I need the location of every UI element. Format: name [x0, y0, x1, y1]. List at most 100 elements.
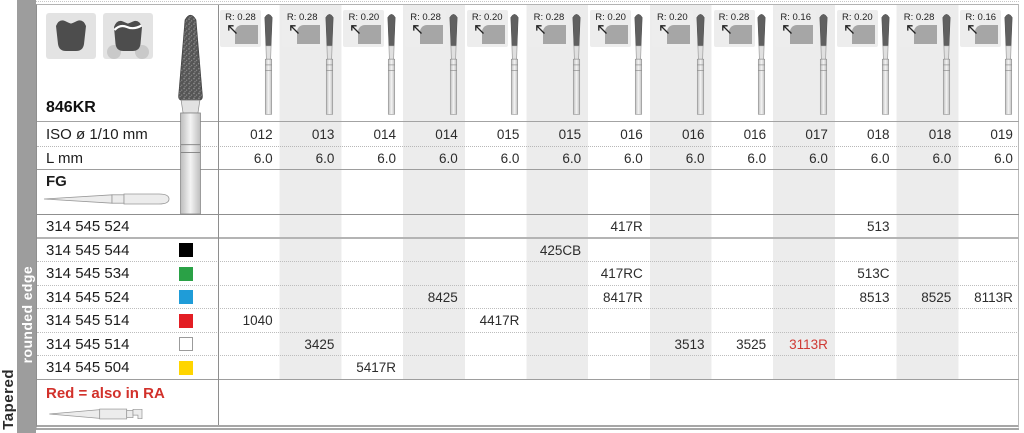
table-cell	[712, 215, 774, 237]
rounded-corner-icon	[913, 25, 937, 44]
table-cell	[280, 262, 342, 285]
bur-column: R: 0.28	[526, 5, 588, 121]
bur-icon	[264, 13, 273, 115]
table-cell: 5417R	[356, 360, 397, 375]
order-values: 3425 3513 3525 3113R	[218, 333, 1020, 355]
radius-badge: R: 0.28	[281, 10, 323, 47]
arrow-nw-icon	[351, 25, 361, 35]
order-values: 8425 8417R 8513 8525 8113R	[218, 286, 1020, 308]
bur-icon	[942, 13, 951, 115]
rounded-corner-icon	[358, 25, 382, 44]
large-bur-illustration-icon	[178, 14, 203, 215]
bur-column: R: 0.16	[958, 5, 1020, 121]
label-column-divider	[218, 5, 219, 425]
bur-columns: R: 0.28 R: 0.28 R: 0.20 R: 0.28	[218, 5, 1020, 121]
rounded-corner-icon	[543, 25, 567, 44]
table-cell: 6.0	[315, 150, 335, 166]
table-cell	[403, 333, 465, 355]
table-cell	[526, 286, 588, 308]
bur-icon	[819, 13, 828, 115]
table-cell	[773, 286, 835, 308]
table-cell: 013	[311, 126, 335, 142]
table-cell: 3513	[674, 336, 705, 352]
header-row: 846KR R: 0.28 R: 0.28 R: 0.20	[37, 5, 1019, 122]
table-cell: 8525	[921, 289, 952, 305]
bur-icon	[572, 13, 581, 115]
header-left-panel: 846KR	[37, 5, 218, 121]
table-cell	[712, 239, 774, 261]
table-cell	[403, 239, 465, 261]
table-cell: 3525	[736, 336, 767, 352]
table-cell	[280, 239, 342, 261]
radius-badge: R: 0.20	[590, 10, 632, 47]
rounded-corner-icon	[975, 25, 999, 44]
radius-badge: R: 0.20	[343, 10, 385, 47]
table-cell	[835, 239, 897, 261]
order-row: 314 545 534 417RC 513C	[37, 262, 1019, 286]
rounded-corner-icon	[605, 25, 629, 44]
table-cell	[403, 356, 465, 379]
table-cell	[341, 309, 403, 332]
grit-color-square	[179, 266, 193, 281]
bur-icon	[881, 13, 890, 115]
table-cell	[218, 239, 280, 261]
table-cell: 8513	[859, 289, 890, 305]
length-label: L mm	[46, 149, 83, 167]
table-cell	[650, 356, 712, 379]
table-cell	[958, 333, 1020, 355]
radius-badge: R: 0.28	[713, 10, 755, 47]
order-row: 314 545 514 1040 4417R	[37, 309, 1019, 333]
length-row: L mm 6.0 6.0 6.0 6.0 6.0 6.0 6.0 6.0 6.0 6.0 6.0 6.…	[37, 147, 1019, 170]
arrow-nw-icon	[474, 25, 484, 35]
radius-value: R: 0.28	[410, 12, 441, 23]
table-cell: 6.0	[685, 150, 705, 166]
table-cell: 8425	[427, 289, 458, 305]
table-cell: 012	[250, 126, 273, 142]
radius-value: R: 0.20	[595, 12, 626, 23]
rounded-corner-icon	[235, 25, 258, 44]
bur-icon	[325, 13, 334, 115]
bur-icon	[1004, 13, 1013, 115]
table-cell	[773, 262, 835, 285]
radius-value: R: 0.20	[348, 12, 380, 23]
table-cell: 1040	[242, 313, 273, 328]
category-label: Tapered	[0, 369, 17, 430]
table-cell	[712, 262, 774, 285]
arrow-nw-icon	[659, 25, 669, 35]
table-cell	[526, 333, 588, 355]
bur-icon	[510, 13, 519, 115]
table-cell	[218, 356, 280, 379]
order-code: 314 545 544	[46, 241, 130, 259]
fg-shank-icon	[43, 193, 170, 205]
product-code: 846KR	[46, 99, 96, 116]
shank-type-label: FG	[46, 173, 67, 190]
table-cell	[341, 262, 403, 285]
table-cell	[341, 333, 403, 355]
arrow-nw-icon	[783, 25, 793, 35]
table-cell	[650, 262, 712, 285]
order-values: 417R 513	[218, 215, 1020, 237]
radius-value: R: 0.16	[965, 12, 997, 23]
table-cell: 4417R	[479, 313, 520, 328]
category-strip: Tapered	[0, 0, 17, 433]
table-cell: 6.0	[870, 150, 890, 166]
table-cell: 016	[681, 126, 705, 142]
order-row: 314 545 524 8425 8417R 8513 8525 8113R	[37, 286, 1019, 309]
table-cell: 425CB	[539, 242, 582, 258]
rounded-corner-icon	[728, 25, 752, 44]
table-cell	[280, 309, 342, 332]
table-cell	[958, 239, 1020, 261]
grit-color-square	[179, 290, 193, 304]
table-cell	[773, 309, 835, 332]
ra-shank-icon	[48, 408, 143, 420]
table-cell	[465, 239, 527, 261]
table-cell	[650, 239, 712, 261]
table-cell	[526, 356, 588, 379]
table-cell: 417R	[610, 218, 643, 234]
bur-column: R: 0.20	[341, 5, 403, 121]
bur-column: R: 0.16	[773, 5, 835, 121]
bur-column: R: 0.28	[897, 5, 959, 121]
radius-badge: R: 0.16	[775, 10, 817, 47]
arrow-nw-icon	[536, 25, 546, 35]
arrow-nw-icon	[289, 25, 299, 35]
